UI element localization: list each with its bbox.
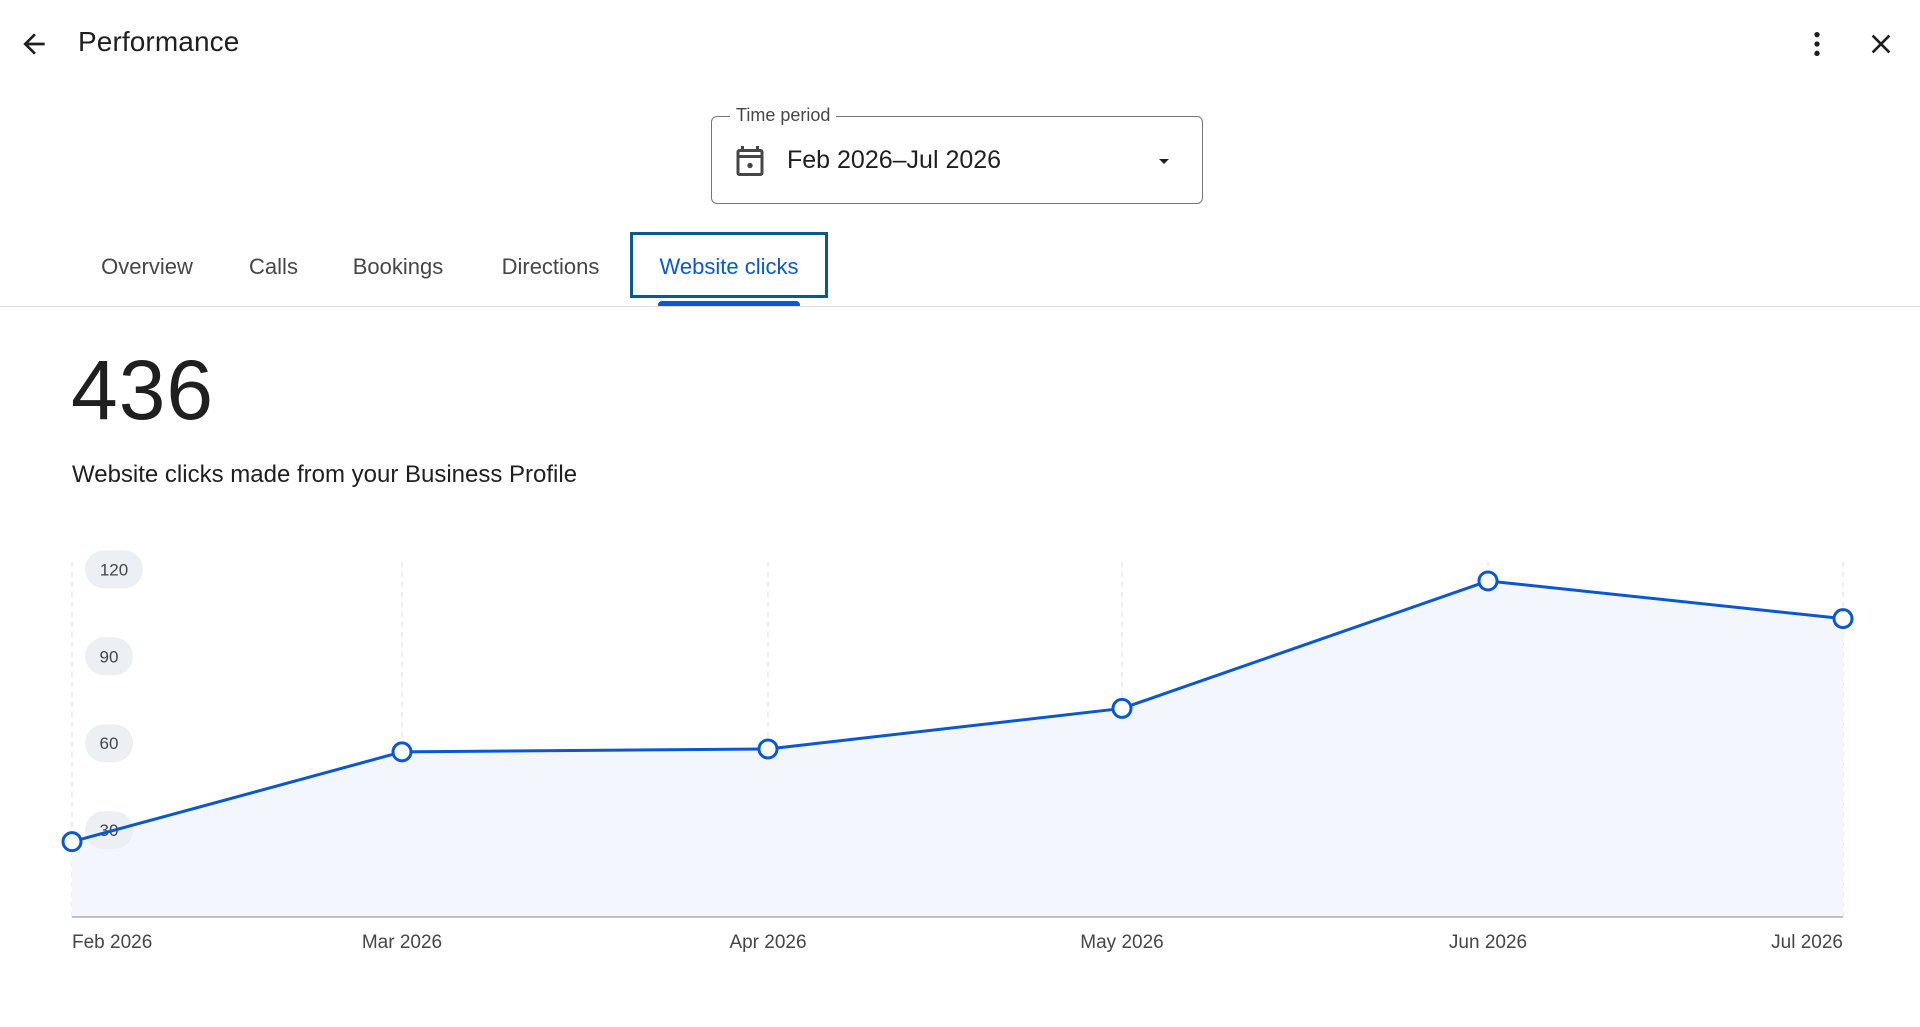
x-tick-label: Jul 2026 [1771,932,1843,953]
calendar-icon [736,146,764,176]
x-tick-label: Mar 2026 [362,932,442,953]
time-period-value: Feb 2026–Jul 2026 [787,146,1002,174]
arrow-back-icon [23,33,45,55]
back-button[interactable] [10,20,58,68]
close-button[interactable] [1857,20,1905,68]
time-period-label: Time period [730,105,837,126]
x-tick-label: Feb 2026 [72,932,152,953]
y-tick-label: 60 [100,734,119,753]
data-point [1477,570,1499,592]
data-point [1832,608,1854,630]
tab-website-clicks[interactable]: Website clicks [659,254,799,279]
total-clicks-description: Website clicks made from your Business P… [72,461,578,488]
data-point [61,831,83,853]
website-clicks-chart: 30 60 90 120 Feb 2026 Mar 2026 Apr 2026 May 202… [0,530,1920,990]
series-line [71,579,1844,844]
more-vert-icon [1814,32,1820,56]
data-point [391,741,413,763]
data-point [757,738,779,760]
x-tick-label: May 2026 [1080,932,1163,953]
x-tick-label: Jun 2026 [1449,932,1527,953]
y-tick-chip [85,724,133,763]
y-tick-label: 120 [100,560,128,579]
header: Performance [0,0,1920,90]
tabs-divider [0,306,1920,307]
tab-calls[interactable]: Calls [249,254,298,279]
active-tab-indicator [658,301,800,307]
more-options-button[interactable] [1793,20,1841,68]
tab-bookings[interactable]: Bookings [352,254,444,279]
tab-overview[interactable]: Overview [101,254,193,279]
data-point [1111,697,1133,719]
y-tick-chip [85,637,133,676]
y-tick-chip [85,550,143,589]
time-period-select[interactable]: Time period Feb 2026–Jul 2026 [711,105,1203,204]
y-tick-label: 90 [100,647,119,666]
tab-bar: Overview Calls Bookings Directions Websi… [0,232,1920,308]
close-icon [1871,34,1891,54]
series-area-fill [72,580,1843,917]
x-tick-label: Apr 2026 [729,932,806,953]
page-title: Performance [78,26,240,57]
caret-down-icon [1159,159,1169,164]
tab-directions[interactable]: Directions [501,254,600,279]
total-clicks-value: 436 [71,343,215,437]
